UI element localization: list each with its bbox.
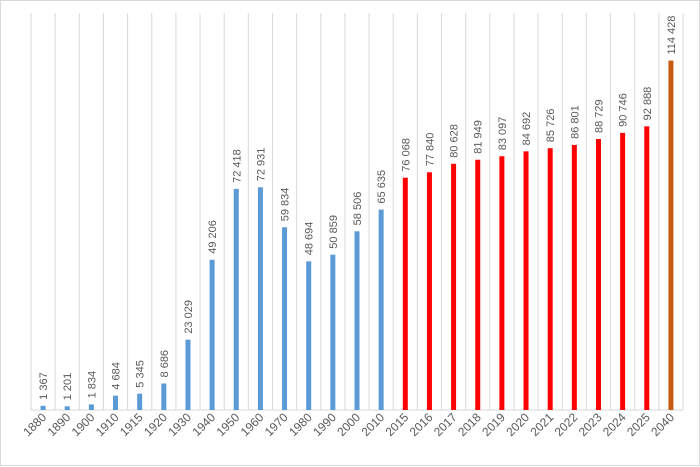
bar-1880	[40, 405, 46, 410]
x-tick-label-2022: 2022	[552, 410, 581, 439]
x-tick-label-1920: 1920	[141, 410, 170, 439]
data-label-1940: 49 206	[207, 220, 219, 254]
x-tick-label-2024: 2024	[600, 410, 629, 439]
bar-2023	[595, 139, 601, 410]
data-label-2024: 90 746	[618, 93, 630, 127]
x-tick-label-2000: 2000	[334, 410, 363, 439]
bar-2018	[475, 159, 481, 410]
x-tick-label-1880: 1880	[20, 410, 49, 439]
data-label-2020: 84 692	[521, 112, 533, 146]
bar-2016	[426, 172, 432, 410]
data-label-2023: 88 729	[593, 99, 605, 133]
data-label-1920: 8 686	[159, 350, 171, 378]
data-label-2018: 81 949	[473, 120, 485, 154]
data-label-1960: 72 931	[255, 148, 267, 182]
x-tick-label-2015: 2015	[383, 410, 412, 439]
x-tick-label-1980: 1980	[286, 410, 315, 439]
x-tick-label-2023: 2023	[576, 410, 605, 439]
x-tick-label-2016: 2016	[407, 410, 436, 439]
data-label-1915: 5 345	[135, 360, 147, 388]
data-label-1890: 1 201	[62, 373, 74, 401]
bar-1960	[257, 187, 263, 410]
bar-2040	[668, 60, 674, 410]
data-label-2022: 86 801	[569, 105, 581, 139]
bar-2022	[571, 144, 577, 410]
x-tick-label-1960: 1960	[238, 410, 267, 439]
bar-1980	[306, 261, 312, 410]
data-label-2000: 58 506	[352, 192, 364, 226]
data-label-2019: 83 097	[497, 117, 509, 151]
data-label-2010: 65 635	[376, 170, 388, 204]
data-label-2016: 77 840	[424, 133, 436, 167]
data-label-2017: 80 628	[449, 124, 461, 158]
x-tick-label-1970: 1970	[262, 410, 291, 439]
bar-2000	[354, 231, 360, 410]
data-label-2040: 114 428	[666, 16, 678, 55]
data-label-1990: 50 859	[328, 215, 340, 249]
x-tick-label-1930: 1930	[165, 410, 194, 439]
data-label-2015: 76 068	[400, 138, 412, 172]
bar-2015	[402, 177, 408, 410]
data-label-1970: 59 834	[280, 188, 292, 222]
x-tick-label-1950: 1950	[214, 410, 243, 439]
bar-2021	[547, 148, 553, 410]
bar-1910	[113, 395, 119, 410]
bar-1940	[209, 259, 215, 410]
data-label-1950: 72 418	[231, 149, 243, 183]
x-tick-label-1900: 1900	[69, 410, 98, 439]
data-label-1900: 1 834	[86, 371, 98, 399]
bar-1930	[185, 339, 191, 410]
bar-1920	[161, 383, 167, 410]
x-tick-label-1915: 1915	[117, 410, 146, 439]
bar-1915	[137, 393, 143, 410]
x-tick-label-2010: 2010	[358, 410, 387, 439]
x-tick-label-2025: 2025	[624, 410, 653, 439]
x-tick-label-1990: 1990	[310, 410, 339, 439]
bar-1990	[330, 254, 336, 410]
bar-2017	[451, 163, 457, 410]
data-label-1910: 4 684	[111, 362, 123, 390]
bar-1950	[233, 188, 239, 410]
bar-2025	[644, 126, 650, 410]
bar-2024	[620, 132, 626, 410]
bar-2019	[499, 156, 505, 410]
x-tick-label-2019: 2019	[479, 410, 508, 439]
x-tick-label-1940: 1940	[189, 410, 218, 439]
x-tick-label-2021: 2021	[528, 410, 557, 439]
bar-1890	[64, 406, 70, 410]
x-tick-label-1910: 1910	[93, 410, 122, 439]
x-tick-label-2017: 2017	[431, 410, 460, 439]
x-tick-label-2018: 2018	[455, 410, 484, 439]
bar-2020	[523, 151, 529, 411]
bar-1970	[282, 227, 288, 410]
data-label-1880: 1 367	[38, 372, 50, 400]
data-label-2021: 85 726	[545, 109, 557, 143]
data-label-1930: 23 029	[183, 300, 195, 334]
data-label-1980: 48 694	[304, 222, 316, 256]
x-tick-label-2040: 2040	[648, 410, 677, 439]
bar-2010	[378, 209, 384, 410]
data-label-2025: 92 888	[642, 87, 654, 121]
x-tick-label-2020: 2020	[503, 410, 532, 439]
x-tick-label-1890: 1890	[45, 410, 74, 439]
bar-1900	[88, 404, 94, 410]
